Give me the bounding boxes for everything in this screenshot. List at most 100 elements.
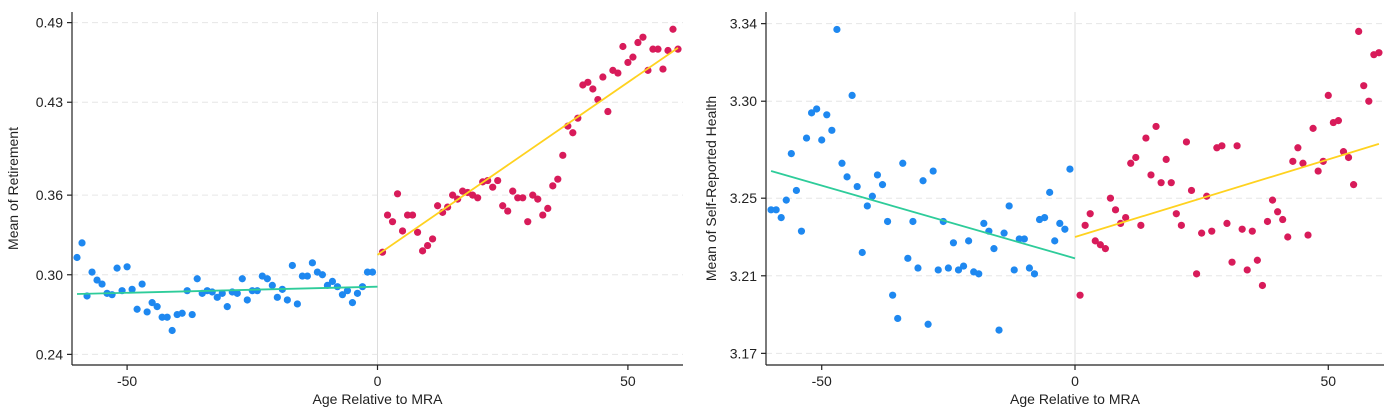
post-mra-point (599, 73, 607, 81)
post-mra-point (1162, 155, 1170, 164)
pre-mra-point (782, 196, 790, 204)
post-mra-point (1218, 142, 1226, 150)
pre-mra-point (802, 134, 811, 142)
post-mra-point (1324, 91, 1332, 100)
post-mra-point (1076, 291, 1084, 299)
pre-mra-point (218, 289, 226, 297)
pre-mra-point (868, 192, 876, 200)
post-mra-point (1167, 179, 1175, 187)
pre-mra-point (1030, 270, 1039, 278)
x-tick-label: 50 (620, 373, 636, 389)
pre-mra-point (823, 111, 831, 119)
x-tick-label: 50 (1320, 373, 1336, 389)
pre-mra-point (853, 182, 861, 191)
pre-mra-point (338, 291, 347, 299)
post-mra-point (1375, 49, 1383, 57)
pre-mra-point (878, 181, 887, 189)
pre-mra-point (303, 272, 311, 280)
pre-mra-point (318, 271, 327, 279)
post-mra-point (1355, 27, 1363, 35)
pre-mra-point (838, 159, 846, 167)
post-mra-point (499, 202, 507, 210)
pre-mra-point (1000, 229, 1008, 237)
y-tick-label: 0.30 (36, 267, 63, 283)
post-mra-point (1268, 196, 1277, 204)
post-mra-point (524, 218, 532, 226)
pre-mra-point (283, 296, 291, 304)
pre-mra-point (949, 239, 958, 247)
pre-mra-point (899, 159, 907, 167)
pre-mra-point (328, 277, 337, 285)
post-mra-point (529, 191, 537, 199)
post-mra-point (674, 45, 682, 53)
post-mra-point (634, 38, 642, 47)
pre-mra-point (208, 288, 216, 296)
pre-mra-point (1041, 213, 1049, 222)
pre-mra-point (777, 213, 785, 222)
post-mra-point (1360, 82, 1368, 90)
post-mra-point (1086, 210, 1094, 218)
pre-mra-point (1005, 202, 1013, 210)
post-mra-point (398, 227, 407, 235)
pre-mra-point (268, 281, 276, 289)
pre-mra-point (88, 268, 96, 276)
post-mra-point (1274, 208, 1282, 216)
post-mra-point (519, 194, 527, 202)
post-mra-point (494, 176, 502, 185)
post-mra-point (433, 202, 442, 210)
pre-mra-point (828, 126, 836, 134)
pre-mra-point (990, 245, 998, 253)
pre-mra-point (889, 291, 897, 299)
post-mra-point (629, 53, 637, 61)
post-mra-point (428, 235, 437, 243)
pre-mra-point (807, 109, 816, 117)
post-mra-point (1258, 281, 1267, 290)
pre-mra-point (368, 268, 377, 276)
pre-mra-point (113, 264, 121, 272)
post-mra-point (1177, 221, 1185, 229)
pre-mra-point (308, 259, 316, 267)
post-mra-point (403, 211, 412, 219)
post-mra-point (534, 195, 542, 203)
post-mra-point (1248, 227, 1256, 235)
pre-mra-point (78, 239, 86, 247)
post-mra-point (1101, 245, 1109, 253)
pre-mra-point (158, 313, 166, 321)
post-mra-point (1157, 179, 1165, 187)
pre-mra-point (343, 287, 352, 295)
pre-mra-point (353, 289, 362, 297)
post-mra-point (1142, 134, 1150, 142)
pre-mra-point (767, 206, 775, 214)
post-mra-point (418, 247, 427, 255)
post-mra-point (1243, 266, 1251, 274)
post-mra-point (659, 65, 667, 73)
post-mra-point (554, 175, 562, 183)
post-mra-point (1187, 186, 1196, 195)
pre-mra-point (148, 299, 156, 307)
pre-mra-point (1066, 165, 1074, 173)
pre-mra-point (919, 177, 927, 185)
y-tick-label: 3.21 (730, 268, 757, 284)
pre-mra-point (363, 268, 372, 276)
pre-mra-point (975, 270, 983, 278)
pre-mra-point (813, 105, 821, 113)
pre-mra-point (238, 275, 246, 283)
post-mra-point (1147, 171, 1155, 179)
pre-mra-point (980, 219, 988, 228)
y-tick-label: 3.25 (730, 190, 757, 206)
post-mra-point (1122, 213, 1130, 222)
post-mra-point (614, 69, 622, 77)
pre-mra-point (128, 285, 136, 293)
post-mra-point (1284, 233, 1292, 241)
post-mra-point (504, 207, 512, 215)
pre-mra-point (213, 293, 221, 301)
pre-mra-point (178, 309, 186, 317)
chart-self-reported-health: 3.17 3.21 3.25 3.30 3.34 -50 0 50 Age Relative t… (703, 12, 1384, 407)
pre-mra-point (818, 136, 826, 144)
pre-mra-point (138, 280, 146, 288)
post-mra-point (664, 46, 672, 55)
pre-mra-point (858, 248, 866, 257)
post-mra-point (1091, 237, 1099, 245)
pre-mra-point (995, 326, 1003, 334)
